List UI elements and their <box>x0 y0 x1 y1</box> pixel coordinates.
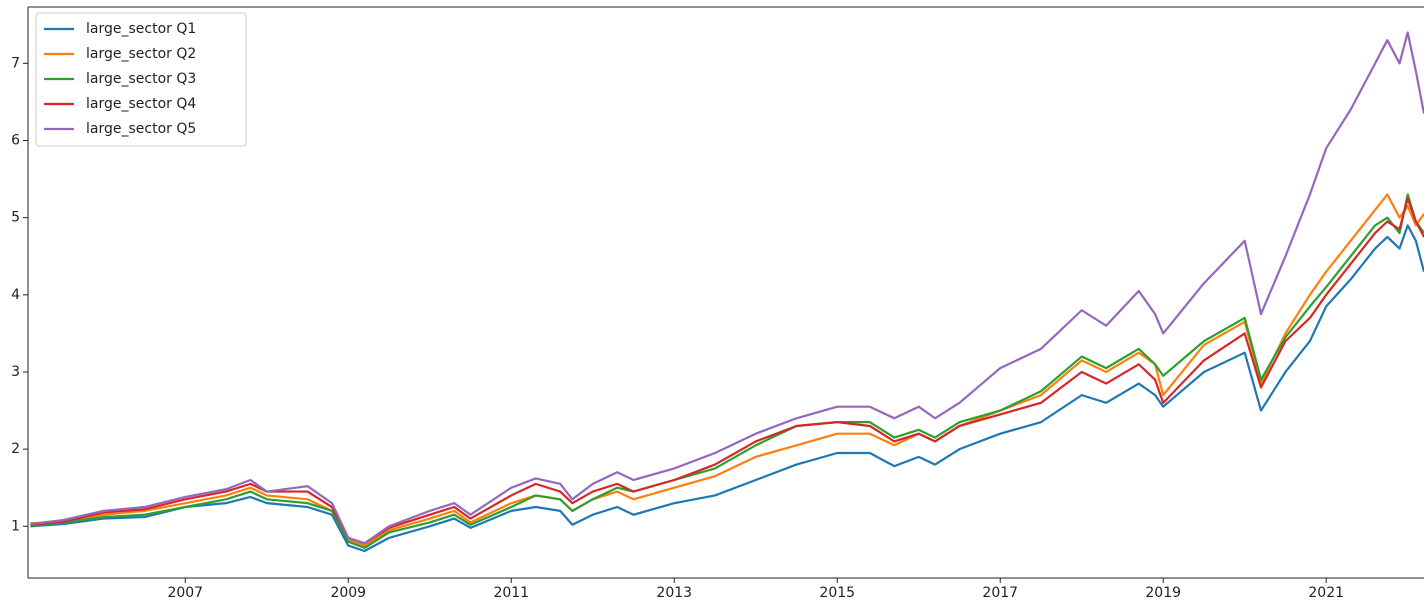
legend-label: large_sector Q2 <box>86 46 196 62</box>
y-tick-label: 2 <box>11 441 20 457</box>
legend-label: large_sector Q4 <box>86 96 196 112</box>
y-tick-label: 7 <box>11 55 20 71</box>
x-tick-label: 2013 <box>656 585 692 601</box>
legend-label: large_sector Q5 <box>86 121 196 137</box>
legend-label: large_sector Q1 <box>86 21 196 37</box>
x-tick-label: 2017 <box>982 585 1018 601</box>
series-line <box>30 31 1424 545</box>
x-tick-label: 2007 <box>167 585 203 601</box>
plot-area <box>30 31 1424 553</box>
x-tick-label: 2015 <box>819 585 855 601</box>
series-line <box>30 224 1424 553</box>
series-line <box>30 197 1424 545</box>
legend-box <box>35 12 247 147</box>
x-tick-label: 2021 <box>1308 585 1344 601</box>
x-tick-label: 2009 <box>330 585 366 601</box>
series-line <box>30 193 1424 550</box>
series-line <box>30 193 1424 547</box>
y-tick-label: 4 <box>11 287 20 303</box>
y-tick-label: 3 <box>11 364 20 380</box>
x-tick-label: 2011 <box>493 585 529 601</box>
x-tick-label: 2019 <box>1145 585 1181 601</box>
y-tick-label: 6 <box>11 132 20 148</box>
y-tick-label: 5 <box>11 210 20 226</box>
y-tick-label: 1 <box>11 518 20 534</box>
legend-label: large_sector Q3 <box>86 71 196 87</box>
